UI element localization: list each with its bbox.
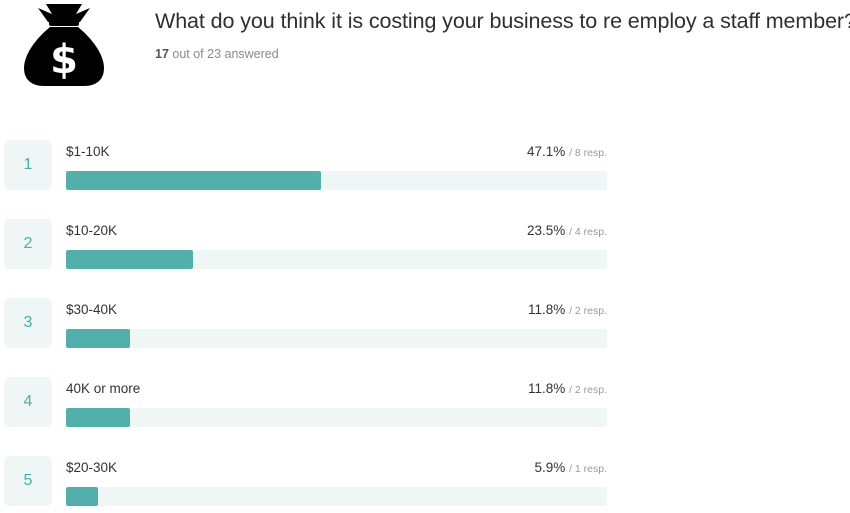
option-label: $10-20K bbox=[66, 223, 118, 238]
response-count: / 8 resp. bbox=[569, 147, 607, 159]
bar-track bbox=[66, 408, 607, 427]
bar-fill bbox=[66, 487, 98, 506]
rank-badge: 5 bbox=[4, 456, 52, 506]
result-row: 3 $30-40K 11.8% / 2 resp. bbox=[0, 298, 620, 348]
rank-badge: 3 bbox=[4, 298, 52, 348]
option-stat: 47.1% / 8 resp. bbox=[527, 144, 607, 159]
bar-track bbox=[66, 250, 607, 269]
option-stat: 11.8% / 2 resp. bbox=[528, 381, 607, 396]
bar-fill bbox=[66, 171, 321, 190]
result-row: 5 $20-30K 5.9% / 1 resp. bbox=[0, 456, 620, 506]
option-label: $20-30K bbox=[66, 460, 118, 475]
percent-label: 23.5% bbox=[527, 223, 566, 238]
percent-label: 11.8% bbox=[528, 381, 566, 396]
percent-label: 5.9% bbox=[534, 460, 566, 475]
result-row: 2 $10-20K 23.5% / 4 resp. bbox=[0, 219, 620, 269]
money-bag-icon: $ bbox=[24, 4, 104, 86]
option-label: $30-40K bbox=[66, 302, 118, 317]
answered-text: out of 23 answered bbox=[168, 47, 279, 61]
question-header: $ What do you think it is costing your b… bbox=[0, 0, 850, 100]
percent-label: 47.1% bbox=[527, 144, 566, 159]
question-title: What do you think it is costing your bus… bbox=[155, 9, 850, 33]
rank-badge: 4 bbox=[4, 377, 52, 427]
bar-fill bbox=[66, 408, 130, 427]
result-row: 4 40K or more 11.8% / 2 resp. bbox=[0, 377, 620, 427]
option-stat: 11.8% / 2 resp. bbox=[528, 302, 607, 317]
answered-count: 17 out of 23 answered bbox=[155, 47, 279, 61]
rank-badge: 2 bbox=[4, 219, 52, 269]
option-label: $1-10K bbox=[66, 144, 110, 159]
bar-fill bbox=[66, 250, 193, 269]
bar-track bbox=[66, 329, 607, 348]
svg-text:$: $ bbox=[50, 37, 78, 83]
option-stat: 23.5% / 4 resp. bbox=[527, 223, 607, 238]
option-stat: 5.9% / 1 resp. bbox=[535, 460, 607, 475]
response-count: / 1 resp. bbox=[569, 463, 607, 475]
result-row: 1 $1-10K 47.1% / 8 resp. bbox=[0, 140, 620, 190]
rank-badge: 1 bbox=[4, 140, 52, 190]
response-count: / 2 resp. bbox=[569, 384, 607, 396]
option-label: 40K or more bbox=[66, 381, 141, 396]
bar-track bbox=[66, 171, 607, 190]
response-count: / 2 resp. bbox=[569, 305, 607, 317]
bar-fill bbox=[66, 329, 130, 348]
answered-number: 17 bbox=[155, 47, 169, 61]
bar-track bbox=[66, 487, 607, 506]
response-count: / 4 resp. bbox=[569, 226, 607, 238]
percent-label: 11.8% bbox=[528, 302, 566, 317]
